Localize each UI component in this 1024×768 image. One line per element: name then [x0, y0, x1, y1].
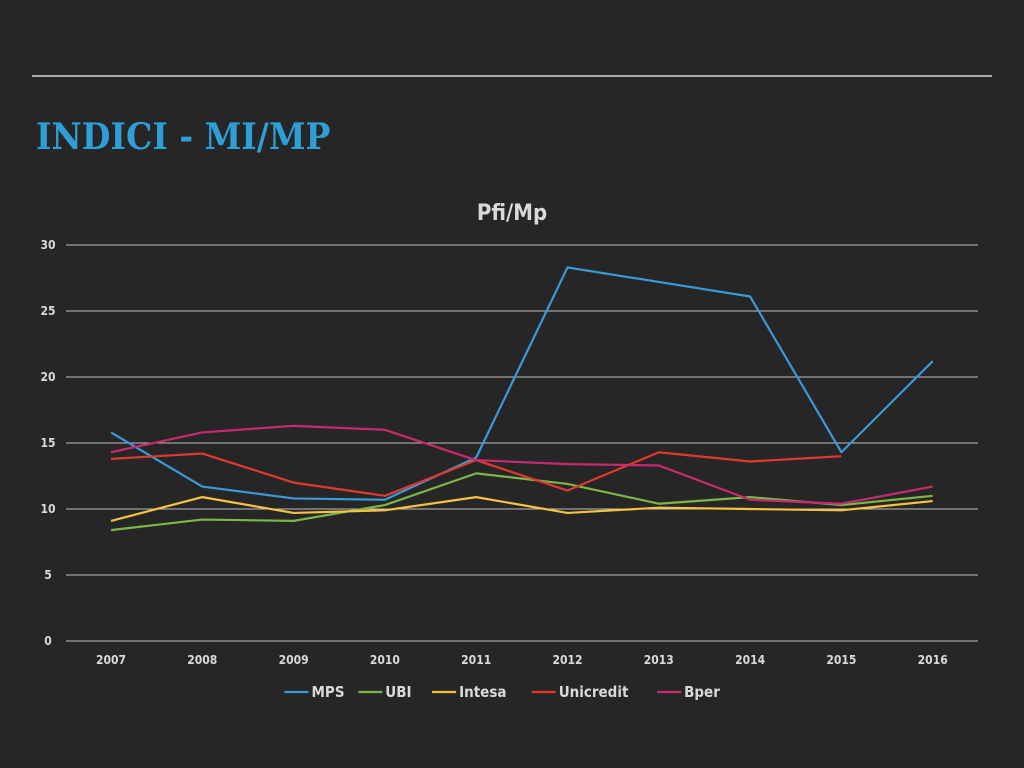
legend-label: UBI [385, 683, 411, 701]
legend-label: MPS [312, 683, 345, 701]
y-tick-label: 25 [40, 304, 55, 318]
y-tick-label: 30 [40, 238, 55, 252]
series-line-bper [110, 424, 933, 505]
y-axis: 0 5 10 15 20 25 30 [40, 238, 55, 648]
y-tick-label: 15 [40, 436, 55, 450]
legend-item-ubi: UBI [358, 683, 412, 701]
x-tick-label: 2010 [370, 653, 400, 667]
legend-item-bper: Bper [657, 683, 720, 701]
series-line-mps [110, 266, 934, 501]
x-tick-label: 2015 [826, 653, 856, 667]
series-lines [110, 266, 934, 532]
top-divider [32, 75, 992, 77]
x-axis: 2007 2008 2009 2010 2011 2012 2013 2014 2015 2016 [96, 653, 948, 667]
slide-title: INDICI - MI/MP [36, 116, 331, 158]
legend-label: Bper [684, 683, 720, 701]
chart-title: Pfi/Mp [477, 201, 547, 226]
y-tick-label: 20 [40, 370, 55, 384]
x-tick-label: 2007 [96, 653, 126, 667]
y-tick-label: 5 [44, 568, 52, 582]
series-line-intesa [110, 496, 933, 522]
x-tick-label: 2008 [187, 653, 217, 667]
legend-item-intesa: Intesa [432, 683, 506, 701]
grid-lines [66, 244, 978, 642]
x-tick-label: 2016 [918, 653, 948, 667]
x-tick-label: 2012 [552, 653, 582, 667]
legend-label: Unicredit [559, 683, 629, 701]
x-tick-label: 2013 [644, 653, 674, 667]
x-tick-label: 2014 [735, 653, 766, 667]
legend-item-mps: MPS [284, 683, 345, 701]
x-tick-label: 2011 [461, 653, 491, 667]
legend: MPS UBI Intesa Unicredit Bper [284, 683, 720, 701]
y-tick-label: 10 [40, 502, 55, 516]
legend-item-unicredit: Unicredit [531, 683, 629, 701]
legend-label: Intesa [459, 683, 506, 701]
x-tick-label: 2009 [279, 653, 309, 667]
y-tick-label: 0 [44, 634, 52, 648]
